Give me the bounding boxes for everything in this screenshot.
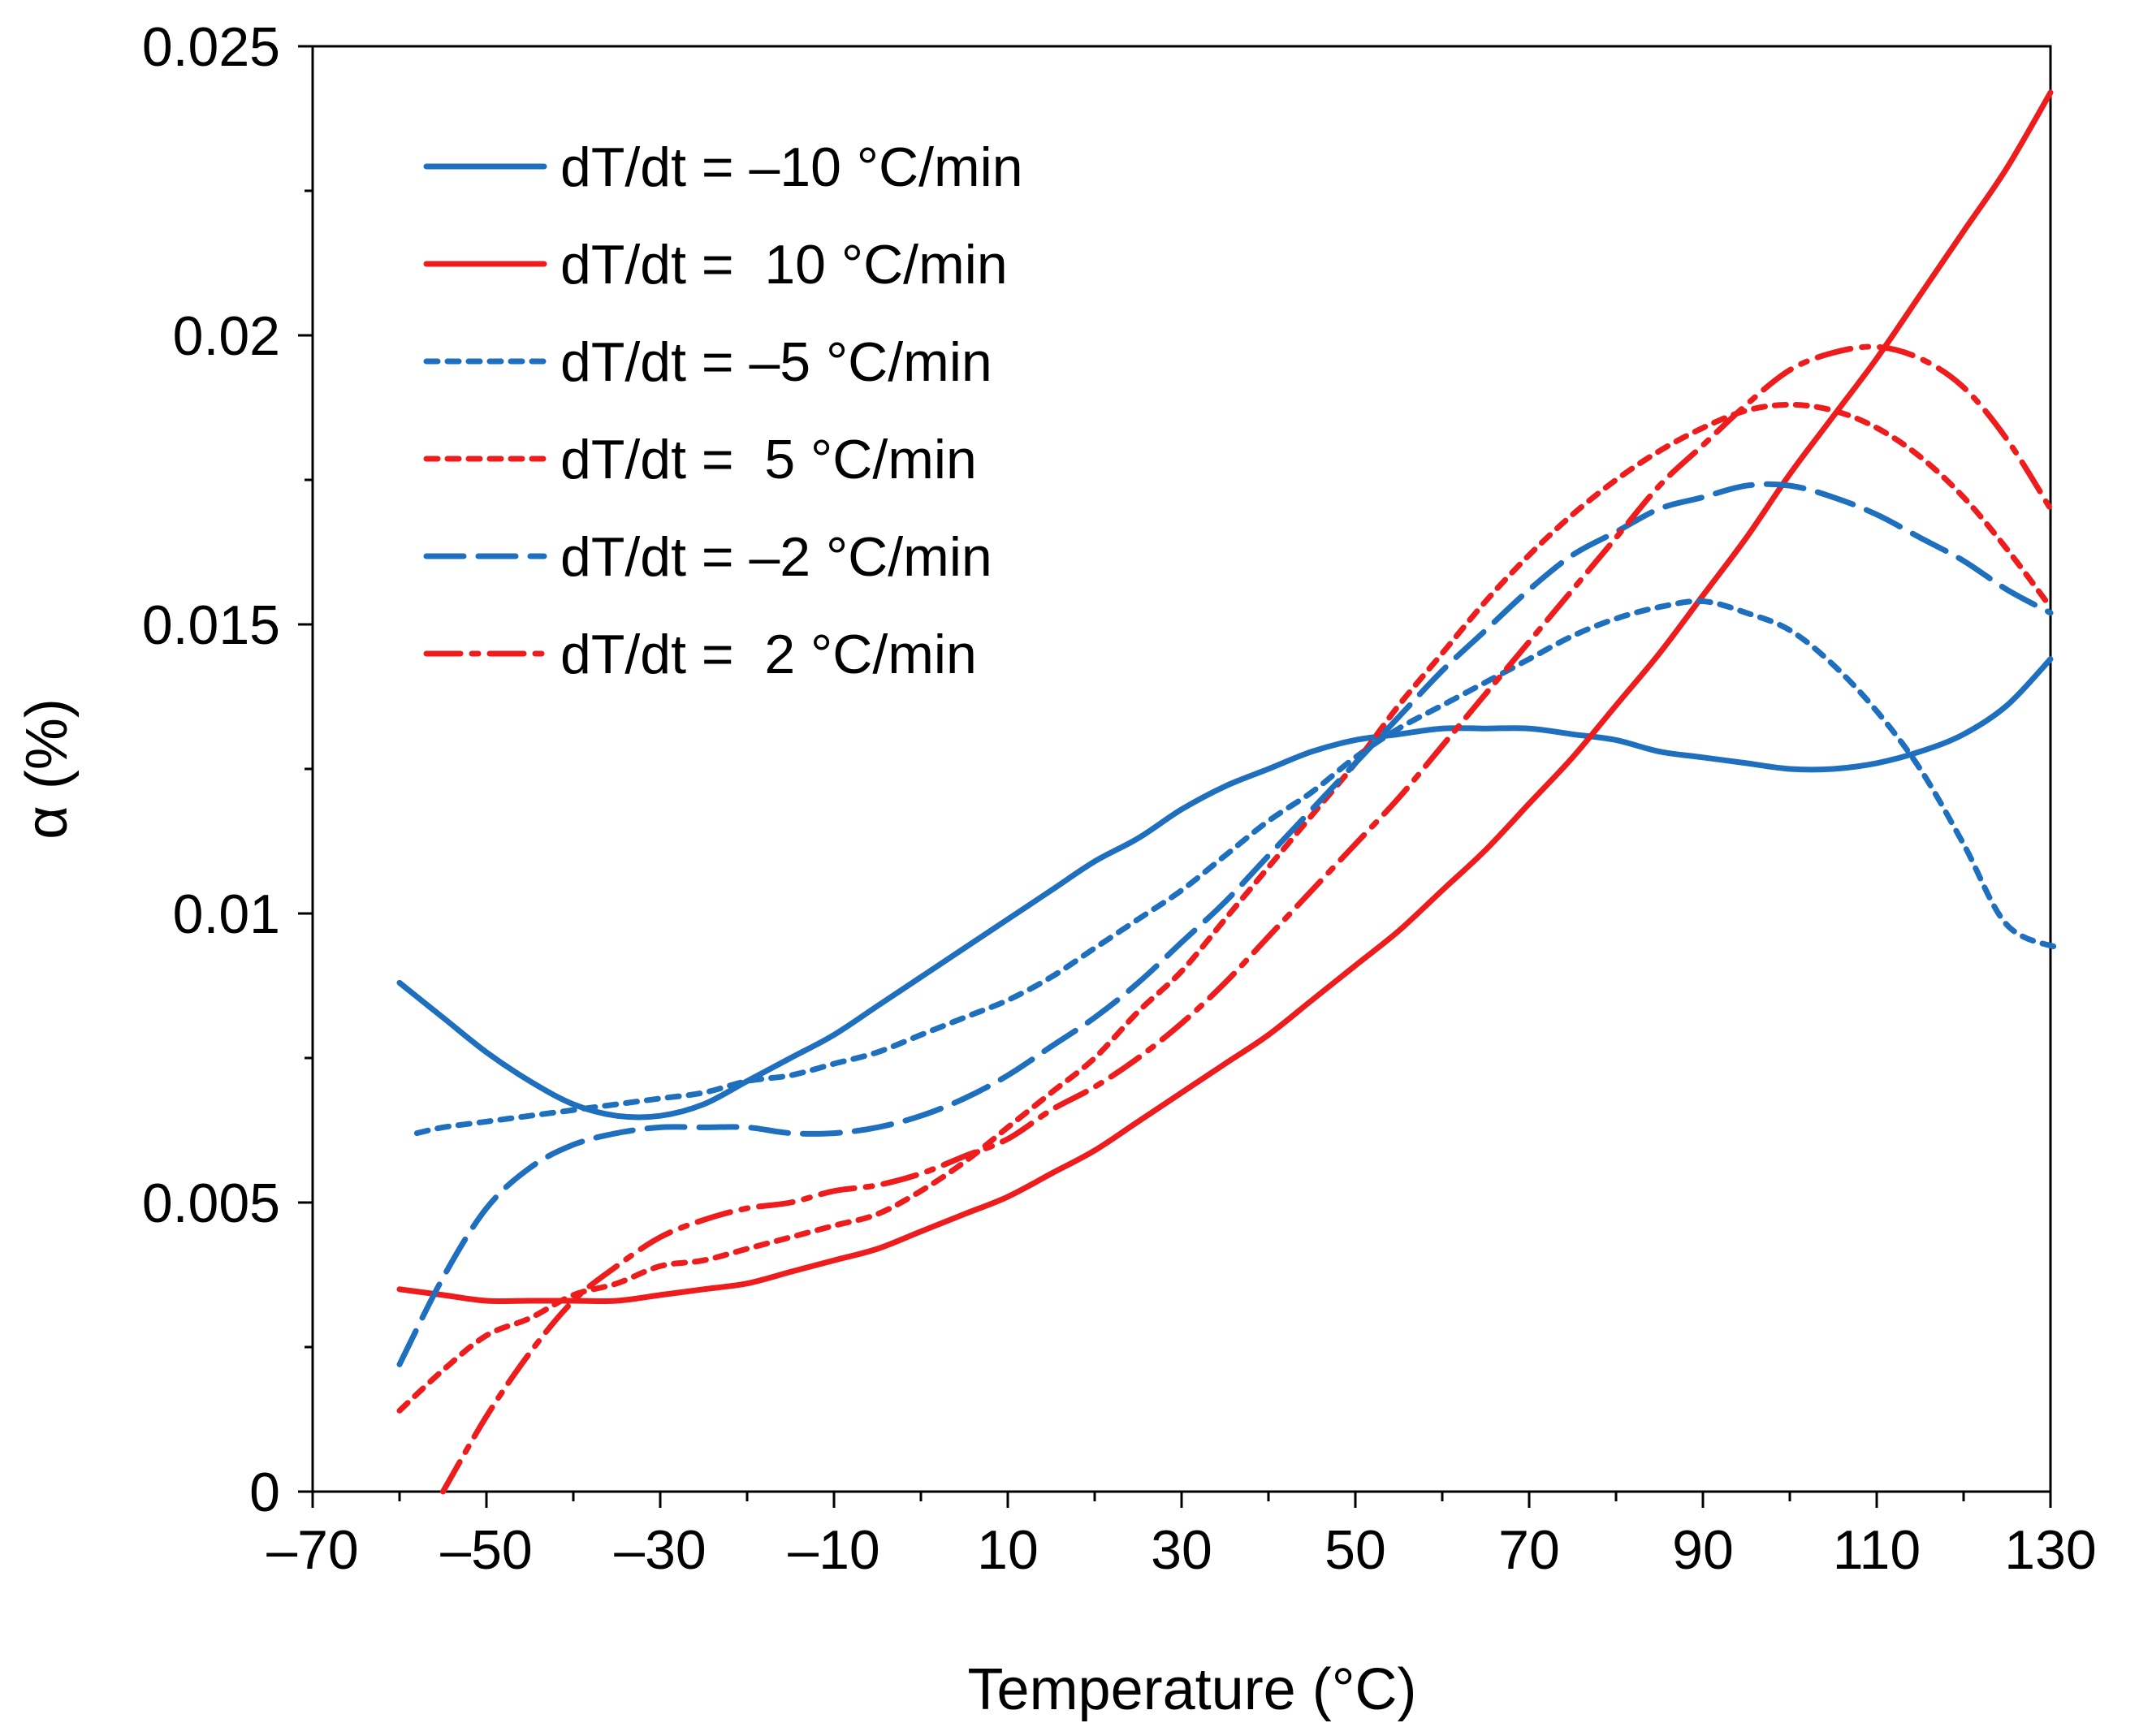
series-line-4: [396, 401, 2054, 1414]
series-layer: [396, 89, 2063, 1495]
series-line-2: [396, 89, 2054, 1305]
y-tick-label: 0.015: [142, 594, 280, 656]
x-tick-label: –30: [614, 1519, 706, 1581]
y-tick-label: 0.025: [142, 16, 280, 78]
y-axis: 0 0.005 0.01 0.015 0.02 0.025: [142, 16, 313, 1523]
x-tick-label: 70: [1498, 1519, 1560, 1581]
legend-label-2: dT/dt = 10 °C/min: [560, 234, 1008, 296]
x-axis: –70 –50 –30 –10 10 30 50 70 90 110 130: [266, 1492, 2097, 1581]
series-line-3: [413, 598, 2063, 1137]
x-tick-label: 90: [1672, 1519, 1734, 1581]
x-tick-label: 50: [1324, 1519, 1386, 1581]
legend-label-5: dT/dt = –2 °C/min: [560, 526, 992, 588]
legend: dT/dt = –10 °C/min dT/dt = 10 °C/min dT/dt…: [423, 136, 1023, 685]
x-tick-label: –70: [266, 1519, 358, 1581]
x-tick-label: 30: [1151, 1519, 1212, 1581]
y-axis-title: α (%): [15, 698, 80, 840]
y-tick-label: 0.005: [142, 1172, 280, 1234]
legend-label-3: dT/dt = –5 °C/min: [560, 331, 992, 393]
series-line-5: [396, 481, 2054, 1367]
x-tick-label: 110: [1833, 1519, 1921, 1581]
series-line-1: [396, 656, 2054, 1121]
y-tick-label: 0.01: [173, 883, 280, 945]
x-tick-label: –10: [788, 1519, 879, 1581]
x-tick-label: –50: [440, 1519, 532, 1581]
x-tick-label: 130: [2004, 1519, 2096, 1581]
y-tick-label: 0: [249, 1462, 280, 1523]
legend-label-6: dT/dt = 2 °C/min: [560, 624, 977, 685]
series-line-6: [440, 343, 2054, 1495]
x-axis-title: Temperature (°C): [968, 1657, 1417, 1722]
legend-label-4: dT/dt = 5 °C/min: [560, 429, 977, 490]
x-tick-label: 10: [977, 1519, 1039, 1581]
legend-label-1: dT/dt = –10 °C/min: [560, 136, 1023, 198]
y-tick-label: 0.02: [173, 305, 280, 367]
